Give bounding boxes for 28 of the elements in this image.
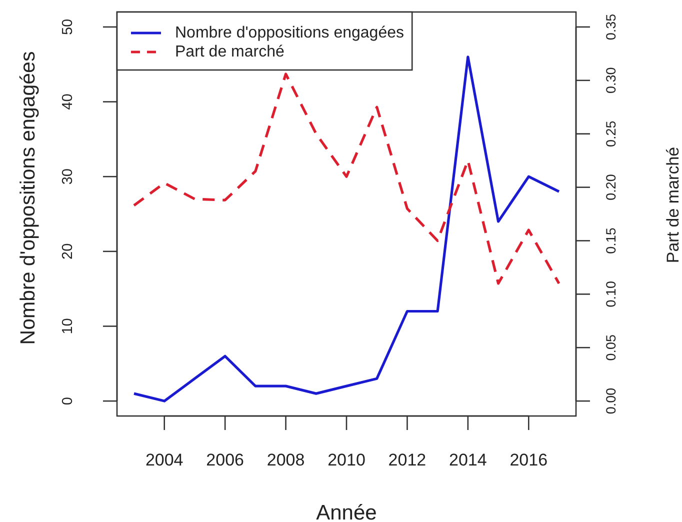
x-tick-label: 2016	[510, 450, 548, 470]
y2-tick-label: 0.20	[604, 174, 618, 200]
y-tick-label: 10	[60, 318, 76, 334]
x-axis-title: Année	[316, 502, 377, 522]
y2-tick-label: 0.10	[604, 281, 618, 308]
line-series	[132, 56, 560, 402]
y-tick-label: 50	[60, 18, 76, 36]
legend-label: Part de marché	[175, 44, 284, 60]
y2-tick-label: 0.00	[604, 388, 618, 414]
y2-tick-label: 0.30	[604, 67, 618, 94]
legend-label: Nombre d'oppositions engagées	[175, 24, 404, 42]
y2-tick-label: 0.05	[604, 334, 618, 361]
x-tick-label: 2014	[449, 450, 487, 470]
y2-tick-label: 0.35	[604, 14, 618, 40]
x-tick-label: 2008	[266, 450, 305, 470]
y-tick-label: 40	[60, 94, 76, 110]
y2-tick-label: 0.25	[604, 120, 618, 147]
y-tick-label: 0	[60, 397, 76, 406]
y2-axis-title: Part de marché	[664, 146, 682, 264]
y-tick-label: 30	[60, 168, 76, 185]
x-tick-label: 2010	[328, 450, 366, 470]
y-axis-title: Nombre d'oppositions engagées	[16, 51, 40, 345]
y2-tick-label: 0.15	[604, 228, 618, 254]
x-tick-label: 2006	[206, 450, 244, 470]
x-tick-label: 2012	[388, 450, 426, 470]
x-tick-label: 2004	[145, 450, 184, 470]
line-series	[132, 72, 560, 285]
y-tick-label: 20	[60, 243, 76, 260]
